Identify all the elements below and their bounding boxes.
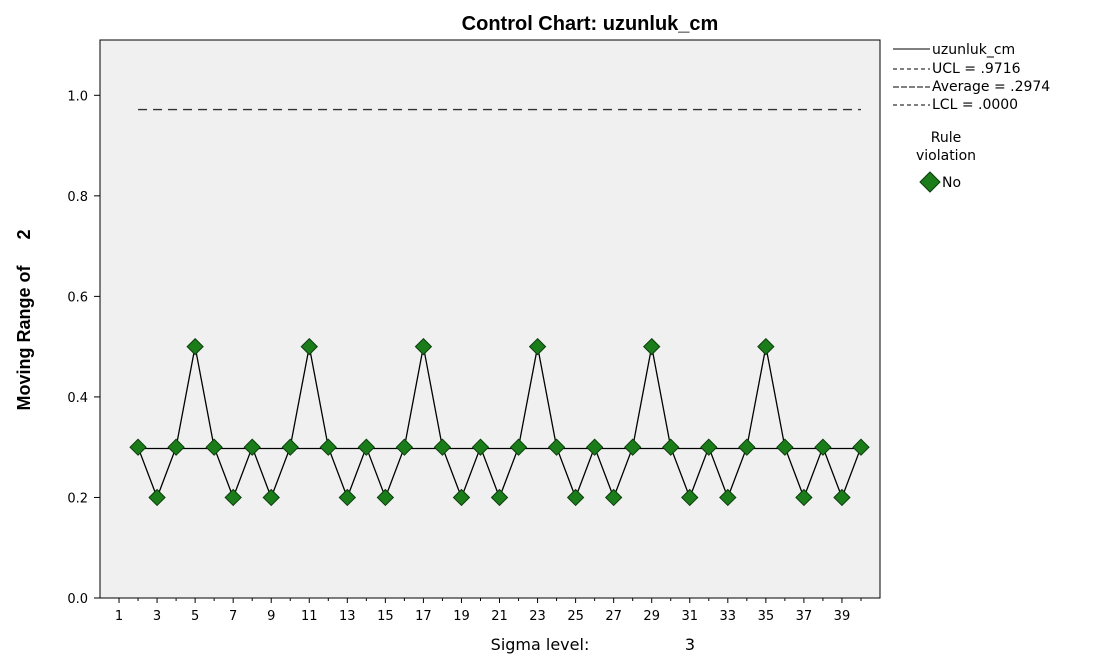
x-tick-label: 3	[153, 609, 161, 624]
data-point	[262, 488, 280, 507]
data-point	[186, 337, 204, 356]
x-tick-label: 33	[720, 609, 737, 624]
y-tick-label: 0.2	[67, 491, 88, 506]
data-point	[757, 337, 775, 356]
data-point	[471, 438, 490, 456]
y-tick-label: 0.8	[67, 190, 88, 205]
y-axis-label-span: 2	[14, 229, 34, 239]
x-tick-label: 31	[681, 609, 698, 624]
data-point	[604, 488, 623, 507]
data-point	[414, 337, 433, 356]
data-point	[681, 488, 699, 507]
x-tick-label: 7	[229, 609, 237, 624]
x-tick-label: 23	[529, 609, 546, 624]
x-tick-label: 13	[339, 609, 356, 624]
x-tick-label: 5	[191, 609, 199, 624]
x-axis-label-value: 3	[685, 635, 695, 654]
y-axis-label: Moving Range of 2	[14, 229, 34, 410]
legend-rule-entry-no: No	[942, 175, 961, 191]
data-point	[528, 337, 547, 356]
data-point	[319, 438, 337, 456]
data-point	[224, 488, 242, 507]
data-point	[585, 438, 604, 456]
data-point	[300, 337, 318, 356]
legend-rule-title-line1: Rule	[931, 130, 961, 146]
x-tick-label: 1	[115, 609, 123, 624]
x-tick-label: 35	[758, 609, 775, 624]
data-point	[814, 438, 832, 456]
data-point	[623, 438, 642, 456]
x-tick-label: 11	[301, 609, 318, 624]
x-tick-label: 25	[567, 609, 584, 624]
data-point	[281, 438, 299, 456]
y-tick-label: 0.0	[67, 592, 88, 607]
y-axis: 0.0 0.2 0.4 0.6 0.8 1.0	[67, 89, 100, 607]
y-axis-label-text: Moving Range of	[14, 265, 34, 411]
data-point	[452, 488, 471, 507]
data-point	[776, 438, 794, 456]
data-point	[643, 337, 661, 356]
x-tick-label: 9	[267, 609, 275, 624]
x-tick-label: 15	[377, 609, 394, 624]
data-point	[433, 438, 452, 456]
legend-marker-no	[919, 171, 941, 193]
plot-area	[99, 39, 881, 599]
data-point	[509, 438, 528, 456]
data-point	[148, 488, 166, 507]
chart-title: Control Chart: uzunluk_cm	[462, 13, 719, 35]
legend-entry-average: Average = .2974	[932, 79, 1050, 95]
y-tick-label: 0.6	[67, 290, 88, 305]
data-point	[376, 488, 395, 507]
legend: uzunluk_cm UCL = .9716 Average = .2974 L…	[893, 42, 1050, 193]
legend-entry-ucl: UCL = .9716	[932, 61, 1021, 77]
series-layer	[129, 337, 870, 507]
data-point	[357, 438, 376, 456]
data-point	[566, 488, 585, 507]
x-axis-label-text: Sigma level:	[491, 635, 590, 654]
x-tick-label: 27	[605, 609, 622, 624]
data-point	[662, 438, 680, 456]
data-point	[338, 488, 357, 507]
data-point	[395, 438, 414, 456]
x-tick-label: 29	[643, 609, 660, 624]
data-point	[833, 488, 851, 507]
data-point	[129, 438, 147, 456]
data-point	[547, 438, 566, 456]
data-point	[738, 438, 756, 456]
x-tick-label: 21	[491, 609, 508, 624]
data-point	[719, 488, 737, 507]
data-point	[490, 488, 509, 507]
data-point	[205, 438, 223, 456]
data-point	[852, 438, 870, 456]
data-point	[167, 438, 185, 456]
x-axis: 1 3 5 7 9 11 13 15 17 19 21 23 25 27 29 31 33 35 37 39	[115, 598, 862, 624]
legend-rule-title-line2: violation	[916, 148, 976, 164]
y-tick-label: 0.4	[67, 391, 88, 406]
y-tick-label: 1.0	[67, 89, 88, 104]
data-point	[795, 488, 813, 507]
legend-entry-lcl: LCL = .0000	[932, 97, 1018, 113]
legend-entry-series: uzunluk_cm	[932, 42, 1015, 58]
data-point	[243, 438, 261, 456]
x-tick-label: 37	[796, 609, 813, 624]
x-axis-label: Sigma level:	[491, 635, 590, 654]
x-tick-label: 19	[453, 609, 470, 624]
x-tick-label: 39	[834, 609, 851, 624]
data-point	[700, 438, 718, 456]
x-tick-label: 17	[415, 609, 432, 624]
